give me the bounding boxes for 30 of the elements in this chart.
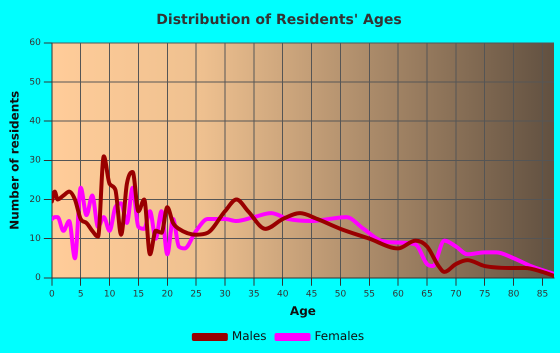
legend-label: Females [314, 329, 364, 344]
y-axis-title: Number of residents [7, 90, 22, 230]
y-tick-label: 30 [29, 156, 42, 166]
x-tick-label: 0 [48, 290, 55, 300]
x-tick-label: 65 [421, 290, 433, 300]
y-tick-label: 50 [29, 77, 42, 88]
x-tick-label: 50 [334, 290, 346, 300]
x-tick-label: 10 [104, 290, 116, 300]
x-tick-label: 55 [364, 290, 376, 300]
x-tick-label: 20 [162, 290, 174, 300]
y-tick-label: 0 [35, 273, 42, 284]
x-tick-label: 70 [450, 290, 462, 300]
x-tick-label: 30 [219, 290, 232, 300]
x-tick-label: 35 [248, 290, 260, 300]
x-tick-label: 45 [306, 290, 318, 300]
y-tick-label: 60 [29, 38, 42, 48]
x-tick-label: 80 [508, 290, 520, 300]
legend-label: Males [232, 329, 267, 344]
x-tick-label: 85 [536, 290, 548, 300]
chart-title: Distribution of Residents' Ages [156, 12, 402, 28]
y-tick-label: 10 [29, 234, 42, 244]
x-tick-label: 60 [392, 290, 404, 300]
x-tick-label: 40 [277, 290, 289, 300]
y-tick-label: 40 [29, 116, 42, 126]
x-axis-title: Age [290, 304, 316, 318]
x-tick-label: 75 [479, 290, 490, 300]
x-tick-label: 25 [190, 290, 202, 300]
x-tick-label: 5 [78, 290, 84, 300]
y-tick-label: 20 [29, 194, 42, 205]
x-tick-label: 15 [132, 290, 144, 300]
